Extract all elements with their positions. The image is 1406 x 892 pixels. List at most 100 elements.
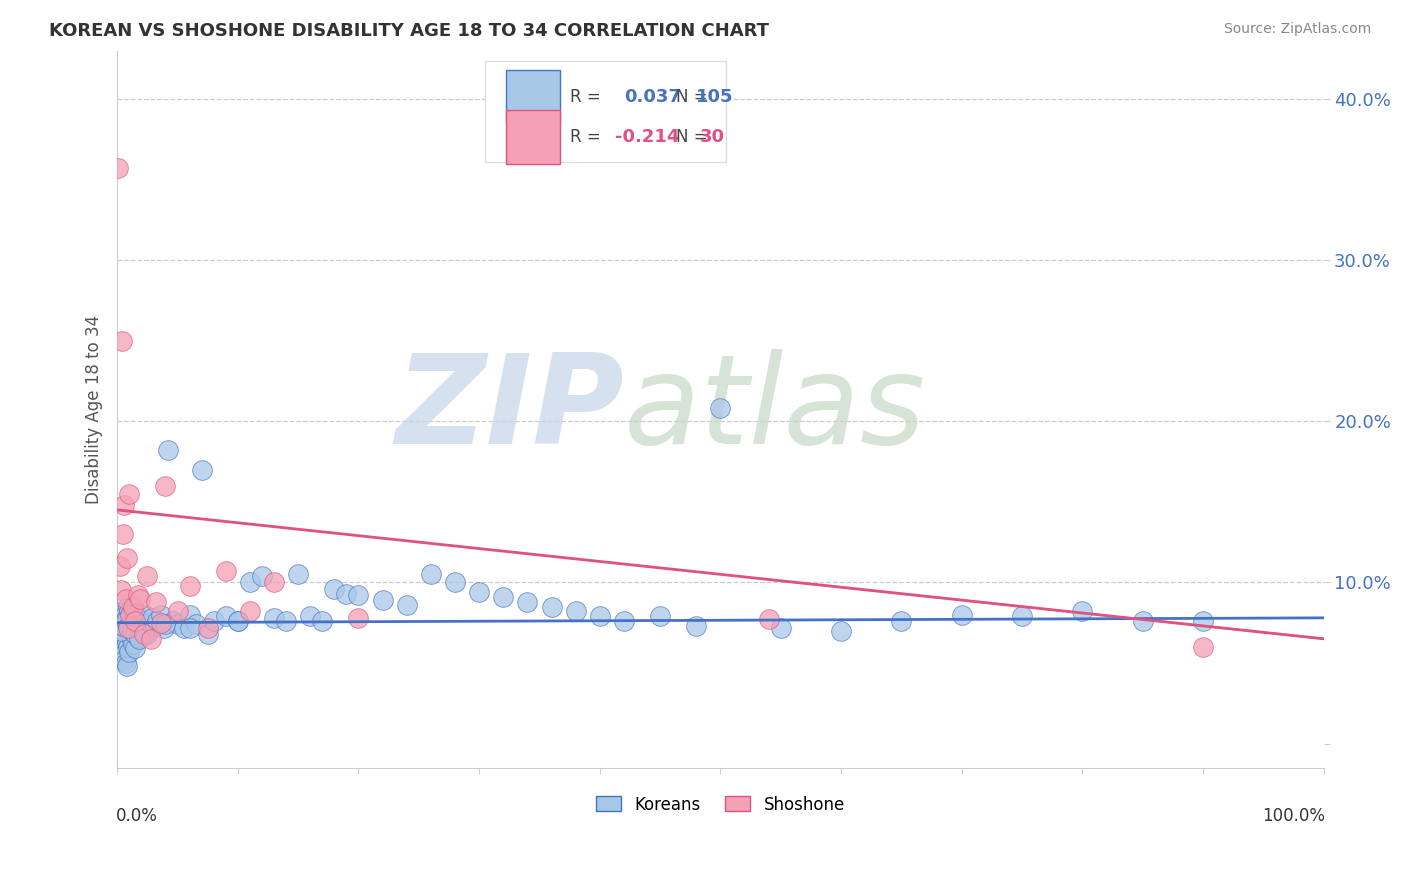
Point bbox=[112, 653, 135, 667]
Point bbox=[335, 587, 357, 601]
Point bbox=[127, 588, 149, 602]
Point bbox=[758, 612, 780, 626]
Point bbox=[128, 632, 150, 646]
Point bbox=[149, 607, 172, 622]
Point bbox=[149, 615, 172, 630]
Point bbox=[129, 591, 152, 606]
Point bbox=[112, 527, 135, 541]
Point bbox=[115, 659, 138, 673]
Point bbox=[107, 161, 129, 176]
Point bbox=[132, 627, 155, 641]
Point bbox=[118, 624, 141, 638]
Point bbox=[1192, 614, 1215, 628]
Point bbox=[110, 607, 132, 622]
Point bbox=[112, 648, 135, 662]
Point bbox=[122, 619, 145, 633]
Text: 100.0%: 100.0% bbox=[1263, 807, 1324, 825]
Text: R =: R = bbox=[569, 128, 606, 145]
Point bbox=[156, 443, 179, 458]
Point bbox=[121, 633, 143, 648]
Point bbox=[709, 401, 731, 416]
Point bbox=[114, 612, 136, 626]
Point bbox=[114, 632, 136, 646]
Point bbox=[650, 609, 672, 624]
Text: Source: ZipAtlas.com: Source: ZipAtlas.com bbox=[1223, 22, 1371, 37]
Point bbox=[250, 569, 273, 583]
Text: KOREAN VS SHOSHONE DISABILITY AGE 18 TO 34 CORRELATION CHART: KOREAN VS SHOSHONE DISABILITY AGE 18 TO … bbox=[49, 22, 769, 40]
Point bbox=[112, 498, 135, 512]
Point bbox=[769, 620, 792, 634]
Point bbox=[155, 617, 177, 632]
Point bbox=[141, 611, 163, 625]
Point bbox=[950, 607, 973, 622]
Point bbox=[166, 604, 188, 618]
FancyBboxPatch shape bbox=[485, 62, 727, 161]
Point bbox=[114, 614, 136, 628]
Point bbox=[117, 599, 139, 614]
Point bbox=[108, 632, 131, 646]
Point bbox=[124, 627, 146, 641]
Point bbox=[1132, 614, 1154, 628]
Point bbox=[179, 607, 201, 622]
Point bbox=[124, 614, 146, 628]
Point bbox=[128, 611, 150, 625]
Point bbox=[117, 640, 139, 654]
Point bbox=[347, 588, 370, 602]
Text: -0.214: -0.214 bbox=[616, 128, 681, 145]
Text: 30: 30 bbox=[700, 128, 725, 145]
Point bbox=[1071, 604, 1094, 618]
Point bbox=[118, 604, 141, 618]
Point bbox=[136, 569, 159, 583]
Point bbox=[110, 615, 132, 630]
Point bbox=[215, 564, 238, 578]
Text: N =: N = bbox=[676, 128, 713, 145]
Point bbox=[115, 635, 138, 649]
Point bbox=[263, 611, 285, 625]
Point bbox=[135, 620, 157, 634]
Point bbox=[117, 619, 139, 633]
Point bbox=[323, 582, 346, 596]
Point bbox=[117, 619, 139, 633]
FancyBboxPatch shape bbox=[506, 70, 560, 124]
Point bbox=[120, 607, 142, 622]
Point bbox=[1011, 609, 1033, 624]
Point bbox=[226, 614, 249, 628]
Point bbox=[890, 614, 912, 628]
Point bbox=[311, 614, 333, 628]
Point bbox=[287, 567, 309, 582]
Point bbox=[121, 614, 143, 628]
Point bbox=[239, 604, 262, 618]
Y-axis label: Disability Age 18 to 34: Disability Age 18 to 34 bbox=[86, 315, 103, 504]
Point bbox=[139, 632, 162, 646]
Point bbox=[263, 575, 285, 590]
Point bbox=[179, 579, 201, 593]
Point bbox=[132, 617, 155, 632]
Point bbox=[129, 620, 152, 634]
Point bbox=[131, 614, 153, 628]
Point bbox=[110, 640, 132, 654]
Point bbox=[122, 637, 145, 651]
Point bbox=[613, 614, 636, 628]
Point bbox=[347, 611, 370, 625]
Point bbox=[122, 599, 145, 614]
Point bbox=[136, 627, 159, 641]
Point bbox=[127, 630, 149, 644]
Point bbox=[122, 604, 145, 618]
Legend: Koreans, Shoshone: Koreans, Shoshone bbox=[589, 789, 852, 821]
Point bbox=[190, 462, 212, 476]
Point bbox=[131, 624, 153, 638]
Point bbox=[274, 614, 297, 628]
Point bbox=[121, 624, 143, 638]
Point bbox=[115, 551, 138, 566]
FancyBboxPatch shape bbox=[506, 110, 560, 163]
Point bbox=[153, 620, 176, 634]
Point bbox=[108, 620, 131, 634]
Point bbox=[111, 334, 134, 348]
Point bbox=[111, 622, 134, 636]
Point bbox=[145, 595, 167, 609]
Point bbox=[239, 575, 262, 590]
Point bbox=[112, 609, 135, 624]
Point bbox=[1192, 640, 1215, 654]
Point bbox=[110, 583, 132, 598]
Text: N =: N = bbox=[676, 88, 713, 106]
